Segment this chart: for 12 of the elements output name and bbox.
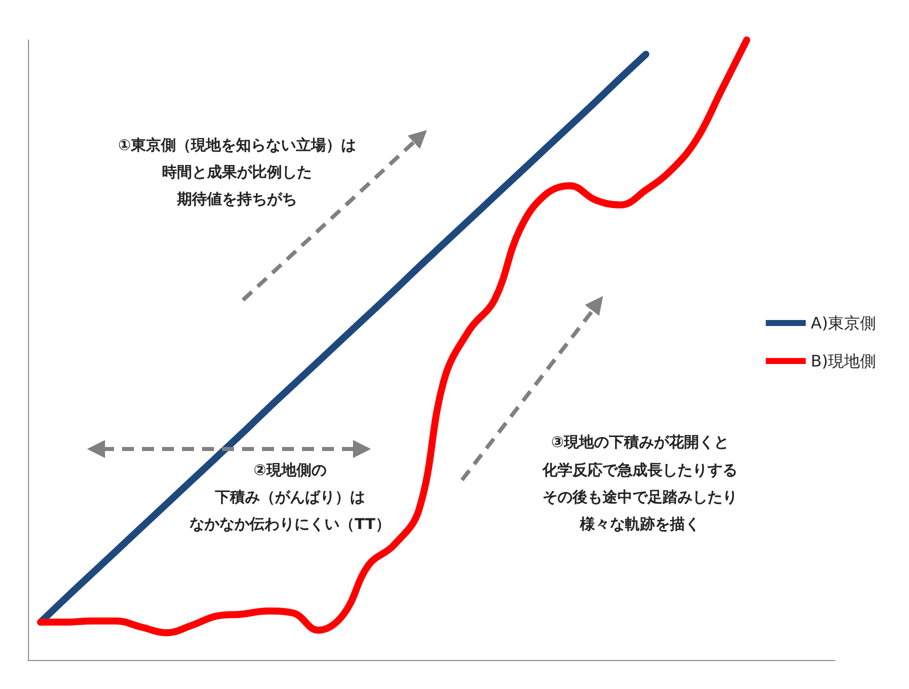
annotation: なかなか伝わりにくい（TT） <box>190 515 390 533</box>
legend-label: B)現地側 <box>810 352 876 370</box>
legend-label: A)東京側 <box>810 314 876 332</box>
annotation: 様々な軌跡を描く <box>579 515 700 533</box>
annotation: ②現地側の <box>254 461 326 479</box>
annotation: その後も途中で足踏みしたり <box>542 488 738 506</box>
annotation: ①東京側（現地を知らない立場）は <box>118 136 356 154</box>
annotation: 時間と成果が比例した <box>162 163 312 181</box>
annotation: 期待値を持ちがち <box>176 190 297 208</box>
annotation: ③現地の下積みが花開くと <box>551 433 729 451</box>
annotation: 化学反応で急成長したりする <box>542 461 738 479</box>
annotation: 下積み（がんばり）は <box>214 488 365 506</box>
